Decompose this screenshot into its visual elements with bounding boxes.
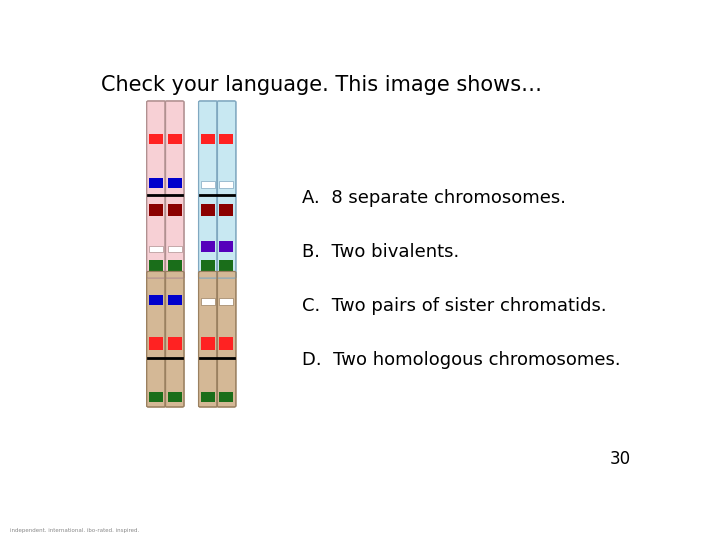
Bar [201,260,215,272]
Bar [220,134,233,144]
Bar [149,295,163,305]
Bar [168,295,181,305]
Bar [220,181,233,188]
Bar [149,393,163,402]
Bar [220,393,233,402]
Bar [149,260,163,272]
FancyBboxPatch shape [165,272,184,407]
FancyBboxPatch shape [217,101,236,278]
Bar [201,298,215,305]
Bar [201,204,215,216]
Bar [149,134,163,144]
Bar [168,204,181,216]
Bar [201,336,215,350]
Text: D.  Two homologous chromosomes.: D. Two homologous chromosomes. [302,351,621,369]
Text: 30: 30 [610,450,631,468]
Bar [168,260,181,272]
FancyBboxPatch shape [147,272,166,407]
Bar [149,336,163,350]
FancyBboxPatch shape [165,101,184,278]
Bar [149,204,163,216]
Bar [168,178,181,188]
Text: independent. international. ibo-rated. inspired.: independent. international. ibo-rated. i… [10,528,140,533]
FancyBboxPatch shape [217,272,236,407]
Bar [201,181,215,188]
Bar [168,246,181,252]
Bar [220,336,233,350]
Text: i-Biology: i-Biology [10,509,85,524]
FancyBboxPatch shape [199,272,217,407]
Bar [168,336,181,350]
Text: Check your language. This image shows…: Check your language. This image shows… [101,75,542,95]
Bar [220,260,233,272]
Bar [149,246,163,252]
Bar [201,134,215,144]
FancyBboxPatch shape [147,101,166,278]
Bar [201,241,215,252]
Text: B.  Two bivalents.: B. Two bivalents. [302,243,459,261]
Bar [168,393,181,402]
Bar [201,393,215,402]
Bar [168,134,181,144]
Bar [149,178,163,188]
Bar [220,298,233,305]
Bar [220,204,233,216]
FancyBboxPatch shape [199,101,217,278]
Text: C.  Two pairs of sister chromatids.: C. Two pairs of sister chromatids. [302,297,607,315]
Bar [220,241,233,252]
Text: A.  8 separate chromosomes.: A. 8 separate chromosomes. [302,189,566,207]
